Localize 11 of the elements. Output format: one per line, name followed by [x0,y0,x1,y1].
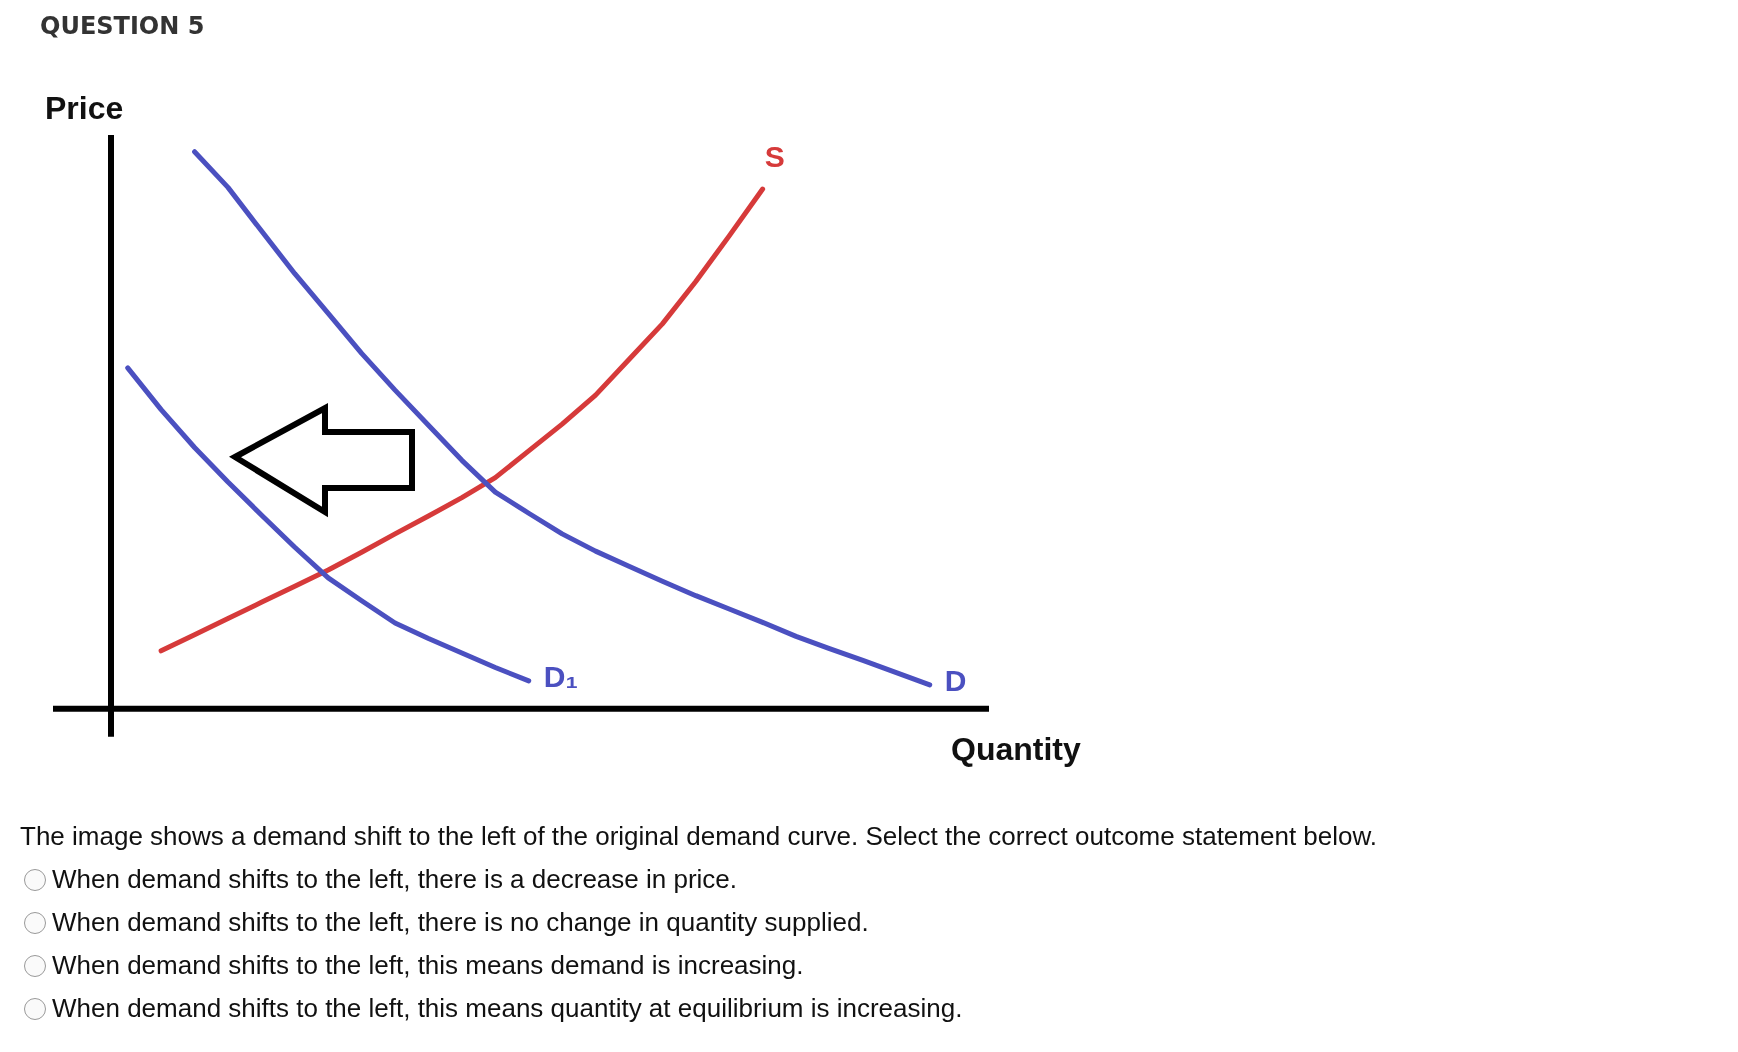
series-label: D₁ [543,660,578,694]
text: The image shows a demand shift to the left of the original demand curve. Select the correct outcome statement below. [20,821,1378,852]
y-axis-title: Price [45,90,124,127]
chart-title: QUESTION 5 [40,12,205,40]
text: When demand shifts to the left, there is a decrease in price. [52,864,738,895]
x-axis-title: Quantity [951,731,1081,768]
text: When demand shifts to the left, this means demand is increasing. [52,950,804,981]
series-label: S [764,140,785,174]
text: When demand shifts to the left, there is no change in quantity supplied. [52,907,869,938]
text: When demand shifts to the left, this means quantity at equilibrium is increasing. [52,993,963,1024]
series-label: D [944,664,967,698]
